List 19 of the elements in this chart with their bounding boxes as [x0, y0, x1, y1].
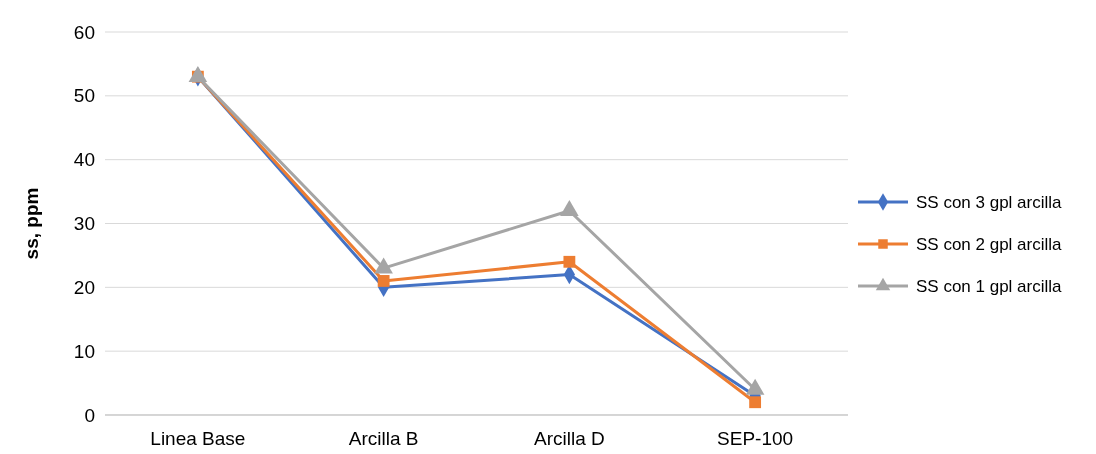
x-tick-label: Arcilla D: [534, 428, 605, 449]
point: [188, 65, 208, 83]
legend-label: SS con 1 gpl arcilla: [916, 276, 1063, 296]
point: [749, 396, 762, 409]
point: [563, 255, 576, 268]
x-tick-label: Linea Base: [150, 428, 246, 449]
y-tick-label: 40: [73, 149, 95, 171]
y-tick-label: 0: [84, 404, 95, 426]
y-tick-label: 10: [73, 340, 95, 362]
y-tick-label: 50: [73, 85, 95, 107]
x-tick-label: SEP-100: [717, 428, 794, 449]
point: [377, 275, 390, 287]
y-tick-label: 30: [73, 213, 95, 235]
y-tick-label: 60: [73, 21, 95, 43]
y-axis-title: ss, ppm: [21, 187, 42, 260]
legend-label: SS con 2 gpl arcilla: [916, 234, 1063, 254]
x-tick-label: Arcilla B: [348, 428, 419, 449]
legend-label: SS con 3 gpl arcilla: [916, 192, 1063, 212]
y-tick-label: 20: [73, 276, 95, 298]
